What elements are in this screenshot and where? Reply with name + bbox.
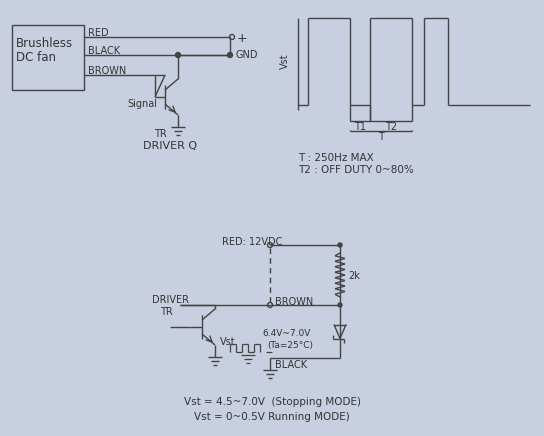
Circle shape [227, 52, 232, 58]
Text: BROWN: BROWN [88, 66, 126, 76]
Text: 6.4V~7.0V: 6.4V~7.0V [262, 328, 311, 337]
Text: T : 250Hz MAX: T : 250Hz MAX [298, 153, 374, 163]
Text: DRIVER Q: DRIVER Q [143, 141, 197, 151]
Text: (Ta=25°C): (Ta=25°C) [267, 341, 313, 350]
Circle shape [338, 243, 342, 247]
Text: T2: T2 [385, 122, 397, 132]
Text: T: T [378, 132, 384, 142]
Circle shape [176, 52, 181, 58]
Text: Vst = 0~0.5V Running MODE): Vst = 0~0.5V Running MODE) [194, 412, 350, 422]
Bar [12, 25, 84, 90]
Text: DRIVER: DRIVER [152, 295, 189, 305]
Text: RED: RED [88, 28, 109, 38]
Text: BLACK: BLACK [275, 360, 307, 370]
Text: RED: 12VDC: RED: 12VDC [222, 237, 282, 247]
Text: BLACK: BLACK [88, 46, 120, 56]
Text: Signal: Signal [127, 99, 157, 109]
Text: DC fan: DC fan [16, 51, 56, 64]
Text: Brushless: Brushless [16, 37, 73, 50]
Text: Vst: Vst [280, 54, 290, 69]
Text: T1: T1 [354, 122, 366, 132]
Text: 2k: 2k [348, 271, 360, 281]
Text: TR: TR [160, 307, 173, 317]
Text: BROWN: BROWN [275, 297, 313, 307]
Text: +: + [237, 32, 248, 45]
Text: TR: TR [153, 129, 166, 139]
Text: Vst: Vst [220, 337, 236, 347]
Text: T2 : OFF DUTY 0~80%: T2 : OFF DUTY 0~80% [298, 165, 414, 175]
Circle shape [338, 303, 342, 307]
Text: GND: GND [235, 50, 257, 60]
Text: Vst = 4.5~7.0V  (Stopping MODE): Vst = 4.5~7.0V (Stopping MODE) [183, 397, 361, 407]
